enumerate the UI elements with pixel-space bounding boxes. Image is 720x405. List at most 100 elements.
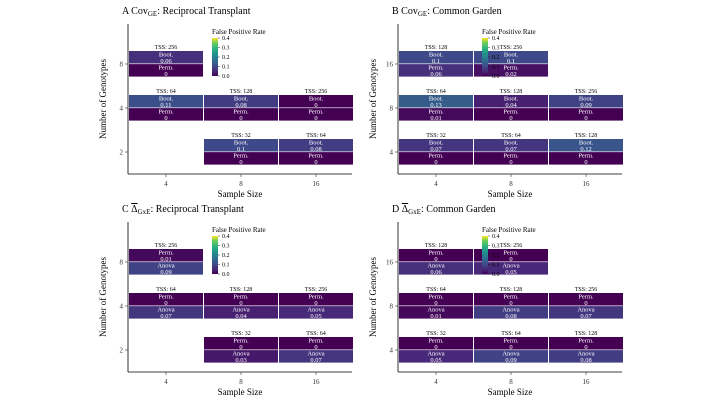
- cell-value-label: 0: [239, 300, 242, 307]
- cell-method-label: Anova: [427, 351, 444, 358]
- cell-method-label: Perm.: [233, 109, 249, 116]
- tss-label: TSS: 64: [156, 89, 176, 95]
- cell-band-perm: [129, 108, 203, 121]
- cell-method-label: Perm.: [428, 153, 444, 160]
- cell-method-label: Anova: [577, 307, 594, 314]
- cell-method-label: Anova: [502, 307, 519, 314]
- panel-title-main: Cov: [131, 6, 148, 17]
- panel-title: B CovGE: Common Garden: [392, 6, 502, 18]
- panel-title-sub: GxE: [408, 208, 421, 216]
- cell-method-label: Boot.: [159, 52, 174, 59]
- cell-method-label: Boot.: [429, 96, 444, 103]
- x-tick-label: 16: [313, 180, 321, 188]
- cell-band-boot: [129, 51, 203, 64]
- cell-band-boot: [549, 95, 623, 108]
- legend-tick-label: 0.1: [222, 65, 230, 71]
- tss-label: TSS: 128: [500, 287, 523, 293]
- cell-band-boot: [474, 51, 548, 64]
- cell-method-label: Perm.: [578, 338, 594, 345]
- cell-value-label: 0.08: [310, 146, 321, 153]
- cell-value-label: 0: [164, 300, 167, 307]
- cell-method-label: Perm.: [428, 338, 444, 345]
- tss-label: TSS: 256: [575, 89, 598, 95]
- legend-title: False Positive Rate: [482, 226, 536, 234]
- cell-method-label: Perm.: [503, 153, 519, 160]
- panel-title-sub: GE: [148, 10, 157, 18]
- cell-method-label: Anova: [157, 307, 174, 314]
- cell-method-label: Boot.: [309, 140, 324, 147]
- cell-value-label: 0: [314, 300, 317, 307]
- tss-label: TSS: 64: [501, 133, 521, 139]
- cell-band-anova: [129, 262, 203, 275]
- panel-title-main: Δ: [131, 204, 138, 215]
- cell-band-boot: [279, 95, 353, 108]
- cell-band-boot: [474, 95, 548, 108]
- cell-value-label: 0.05: [310, 313, 321, 320]
- legend-title: False Positive Rate: [212, 226, 266, 234]
- cell-value-label: 0: [434, 159, 437, 166]
- legend-colorbar: [482, 38, 488, 76]
- cell-method-label: Boot.: [429, 140, 444, 147]
- cell-value-label: 0.01: [430, 313, 441, 320]
- panel-title-rest: : Reciprocal Transplant: [157, 6, 251, 17]
- cell-band-perm: [279, 152, 353, 165]
- cell-value-label: 0: [164, 115, 167, 122]
- cell-band-boot: [474, 139, 548, 152]
- legend-tick-label: 0.1: [222, 263, 230, 269]
- cell-value-label: 0.03: [235, 357, 246, 364]
- panel-title-rest: : Common Garden: [427, 6, 501, 17]
- cell-value-label: 0.02: [505, 71, 516, 78]
- cell-method-label: Boot.: [504, 52, 519, 59]
- tss-label: TSS: 32: [231, 331, 251, 337]
- legend-tick-label: 0.0: [492, 74, 500, 80]
- y-tick-label: 8: [120, 259, 124, 267]
- y-tick-label: 16: [386, 259, 394, 267]
- y-tick-label: 8: [390, 303, 394, 311]
- cell-value-label: 0.01: [160, 256, 171, 263]
- cell-method-label: Perm.: [233, 294, 249, 301]
- cell-band-perm: [279, 337, 353, 350]
- cell-band-perm: [474, 108, 548, 121]
- legend-colorbar: [212, 38, 218, 76]
- cell-value-label: 0: [314, 115, 317, 122]
- tss-label: TSS: 64: [426, 89, 446, 95]
- x-tick-label: 16: [583, 180, 591, 188]
- y-axis-label: Number of Genotypes: [98, 257, 108, 337]
- y-axis-label: Number of Genotypes: [368, 59, 378, 139]
- cell-value-label: 0.09: [160, 269, 171, 276]
- x-tick-label: 4: [434, 180, 438, 188]
- cell-method-label: Perm.: [158, 294, 174, 301]
- panel-title-main: Cov: [401, 6, 418, 17]
- cell-value-label: 0.07: [505, 146, 517, 153]
- cell-band-anova: [399, 262, 473, 275]
- cell-value-label: 0: [509, 256, 512, 263]
- cell-band-perm: [549, 337, 623, 350]
- panel-B: B CovGE: Common Garden 4 8 16 4 8 16 Sample Siz…: [368, 6, 623, 199]
- x-tick-label: 8: [509, 378, 513, 386]
- cell-band-anova: [474, 306, 548, 319]
- cell-method-label: Anova: [427, 307, 444, 314]
- cell-method-label: Anova: [157, 263, 174, 270]
- cell-value-label: 0: [509, 344, 512, 351]
- panel-letter: A: [122, 6, 131, 17]
- cell-value-label: 0.07: [310, 357, 322, 364]
- legend-tick-label: 0.0: [492, 272, 500, 278]
- cell-method-label: Perm.: [158, 65, 174, 72]
- cell-method-label: Perm.: [428, 250, 444, 257]
- legend-tick-label: 0.2: [222, 55, 230, 61]
- cell-band-perm: [474, 249, 548, 262]
